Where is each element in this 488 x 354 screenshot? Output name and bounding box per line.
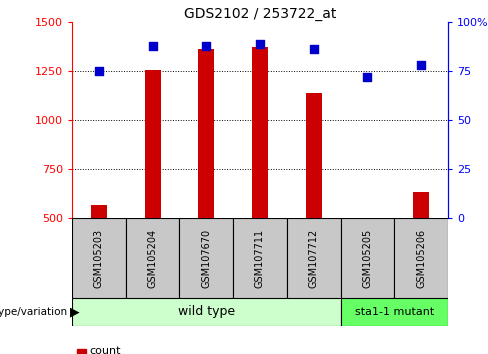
Bar	[341, 218, 394, 298]
Bar	[144, 70, 161, 218]
Text: GSM105206: GSM105206	[416, 228, 426, 287]
Point	[203, 43, 210, 48]
Point	[310, 47, 318, 52]
Bar	[305, 92, 322, 218]
Bar	[233, 218, 287, 298]
Text: GSM105203: GSM105203	[94, 228, 104, 287]
Text: ▶: ▶	[70, 306, 79, 319]
Text: GSM107670: GSM107670	[201, 228, 211, 287]
Bar	[72, 218, 126, 298]
Bar	[394, 218, 448, 298]
Point	[256, 41, 264, 46]
Text: sta1-1 mutant: sta1-1 mutant	[355, 307, 434, 317]
Bar	[198, 50, 214, 218]
Bar	[359, 218, 375, 227]
Point	[417, 62, 425, 68]
Bar	[180, 218, 233, 298]
Bar	[126, 218, 180, 298]
Text: genotype/variation: genotype/variation	[0, 307, 67, 317]
Text: count: count	[89, 346, 121, 354]
Text: wild type: wild type	[178, 306, 235, 319]
Bar	[341, 298, 448, 326]
Point	[149, 43, 157, 48]
Bar	[91, 205, 107, 218]
Title: GDS2102 / 253722_at: GDS2102 / 253722_at	[184, 7, 336, 21]
Text: GSM107712: GSM107712	[309, 228, 319, 287]
Point	[95, 68, 103, 74]
Text: GSM107711: GSM107711	[255, 228, 265, 287]
Bar	[287, 218, 341, 298]
Bar	[252, 46, 268, 218]
Point	[364, 74, 371, 80]
Text: GSM105204: GSM105204	[147, 228, 158, 287]
Bar	[72, 298, 341, 326]
Text: GSM105205: GSM105205	[363, 228, 372, 287]
Bar	[413, 192, 429, 218]
